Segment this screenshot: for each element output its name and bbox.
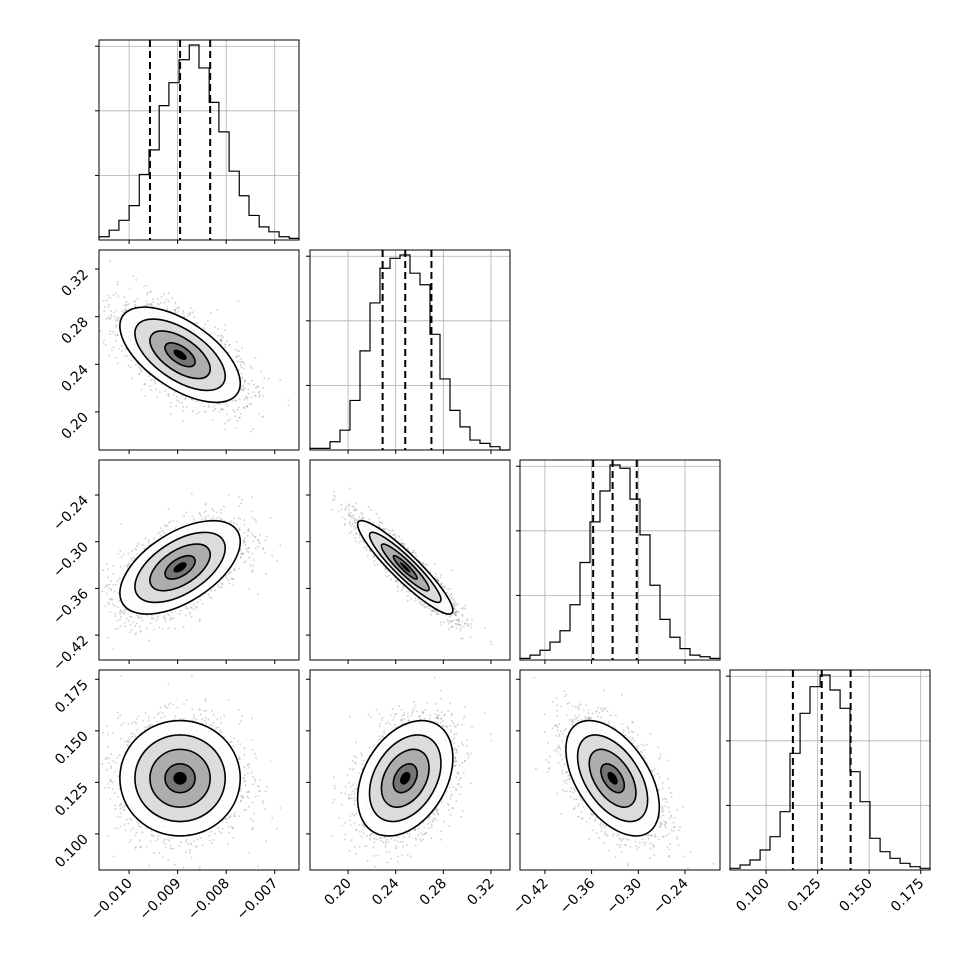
panel-frame-2-2	[519, 459, 721, 661]
contour-2-0-1	[149, 543, 211, 592]
xtick-label-1-1: 0.24	[369, 875, 402, 908]
ytick-label-1-3: 0.32	[58, 267, 91, 300]
contour-3-1-3	[356, 719, 454, 837]
scatter-panel-3-2	[519, 669, 721, 871]
contour-1-0-2	[134, 318, 227, 392]
contour-3-2-0	[600, 763, 626, 794]
xtick-label-2-0: −0.42	[510, 876, 552, 918]
xtick-label-1-2: 0.28	[417, 876, 450, 909]
scatter-panel-2-0	[98, 459, 300, 661]
ytick-label-3-1: 0.125	[52, 780, 92, 820]
xtick-label-2-3: −0.24	[650, 875, 692, 917]
histogram-panel-2	[516, 459, 721, 661]
xtick-label-3-3: 0.175	[888, 876, 928, 916]
density-peak-2-1	[399, 562, 411, 573]
ytick-label-1-1: 0.24	[58, 362, 91, 395]
ytick-label-3-2: 0.150	[52, 728, 92, 768]
density-peak-3-0	[173, 771, 187, 785]
contour-3-2-2	[576, 734, 649, 823]
contour-2-0-3	[119, 519, 242, 615]
density-peak-1-0	[173, 349, 187, 361]
xtick-label-2-1: −0.36	[557, 875, 599, 917]
xtick-label-0-2: −0.008	[185, 876, 233, 924]
contour-2-0-2	[134, 531, 227, 604]
histogram-step-3	[729, 674, 931, 870]
xtick-label-0-1: −0.009	[137, 876, 185, 924]
panel-frame-1-1	[309, 249, 511, 451]
contour-3-1-2	[368, 734, 442, 823]
panel-frame-3-0	[98, 669, 300, 871]
panel-frame-3-1	[309, 669, 511, 871]
ytick-label-1-2: 0.28	[58, 314, 91, 347]
xtick-label-3-2: 0.150	[836, 876, 876, 916]
contour-1-0-3	[119, 306, 242, 404]
xtick-label-0-0: −0.010	[88, 876, 136, 924]
contour-3-0-0	[164, 763, 196, 794]
contour-2-1-0	[392, 554, 418, 580]
scatter-panel-3-0	[98, 669, 300, 871]
panel-frame-3-2	[519, 669, 721, 871]
histogram-panel-0	[95, 39, 300, 241]
xtick-label-3-0: 0.100	[733, 876, 773, 916]
contour-2-0-0	[164, 554, 196, 580]
ytick-label-3-0: 0.100	[52, 831, 92, 871]
ytick-label-2-2: −0.30	[50, 539, 92, 581]
xtick-label-1-3: 0.32	[464, 876, 497, 909]
ytick-label-2-3: −0.24	[50, 492, 92, 534]
contour-3-2-1	[588, 748, 637, 808]
panel-frame-0-0	[98, 39, 300, 241]
panel-frame-2-1	[309, 459, 511, 661]
density-peak-2-0	[173, 562, 187, 573]
panel-frame-2-0	[98, 459, 300, 661]
contour-3-2-3	[565, 719, 661, 837]
contour-3-0-3	[119, 719, 242, 837]
contour-3-0-2	[134, 734, 227, 823]
contour-1-0-1	[149, 330, 211, 380]
xtick-label-3-1: 0.125	[785, 876, 825, 916]
density-peak-3-1	[399, 771, 411, 785]
histogram-step-1	[309, 254, 510, 451]
histogram-panel-3	[726, 669, 931, 871]
contour-3-0-1	[149, 748, 211, 808]
density-peak-3-2	[607, 771, 618, 785]
panel-frame-3-3	[729, 669, 931, 871]
ytick-label-2-0: −0.42	[50, 633, 92, 675]
xtick-label-2-2: −0.30	[603, 876, 645, 918]
scatter-panel-3-1	[309, 669, 511, 871]
histogram-step-0	[98, 44, 300, 240]
xtick-label-0-3: −0.007	[234, 876, 282, 924]
ytick-label-1-0: 0.20	[58, 409, 91, 442]
scatter-panel-1-0	[98, 249, 300, 451]
histogram-step-2	[519, 464, 721, 660]
panel-frame-1-0	[98, 249, 300, 451]
xtick-label-1-0: 0.20	[322, 876, 355, 909]
contour-2-1-1	[380, 543, 430, 592]
ytick-label-2-1: −0.36	[50, 586, 92, 628]
histogram-panel-1	[306, 249, 511, 451]
contour-2-1-2	[368, 531, 442, 604]
contour-3-1-1	[380, 748, 430, 808]
contour-2-1-3	[356, 519, 454, 615]
contour-3-1-0	[392, 763, 418, 794]
scatter-panel-2-1	[309, 459, 511, 661]
contour-1-0-0	[164, 342, 196, 368]
ytick-label-3-3: 0.175	[52, 677, 92, 717]
